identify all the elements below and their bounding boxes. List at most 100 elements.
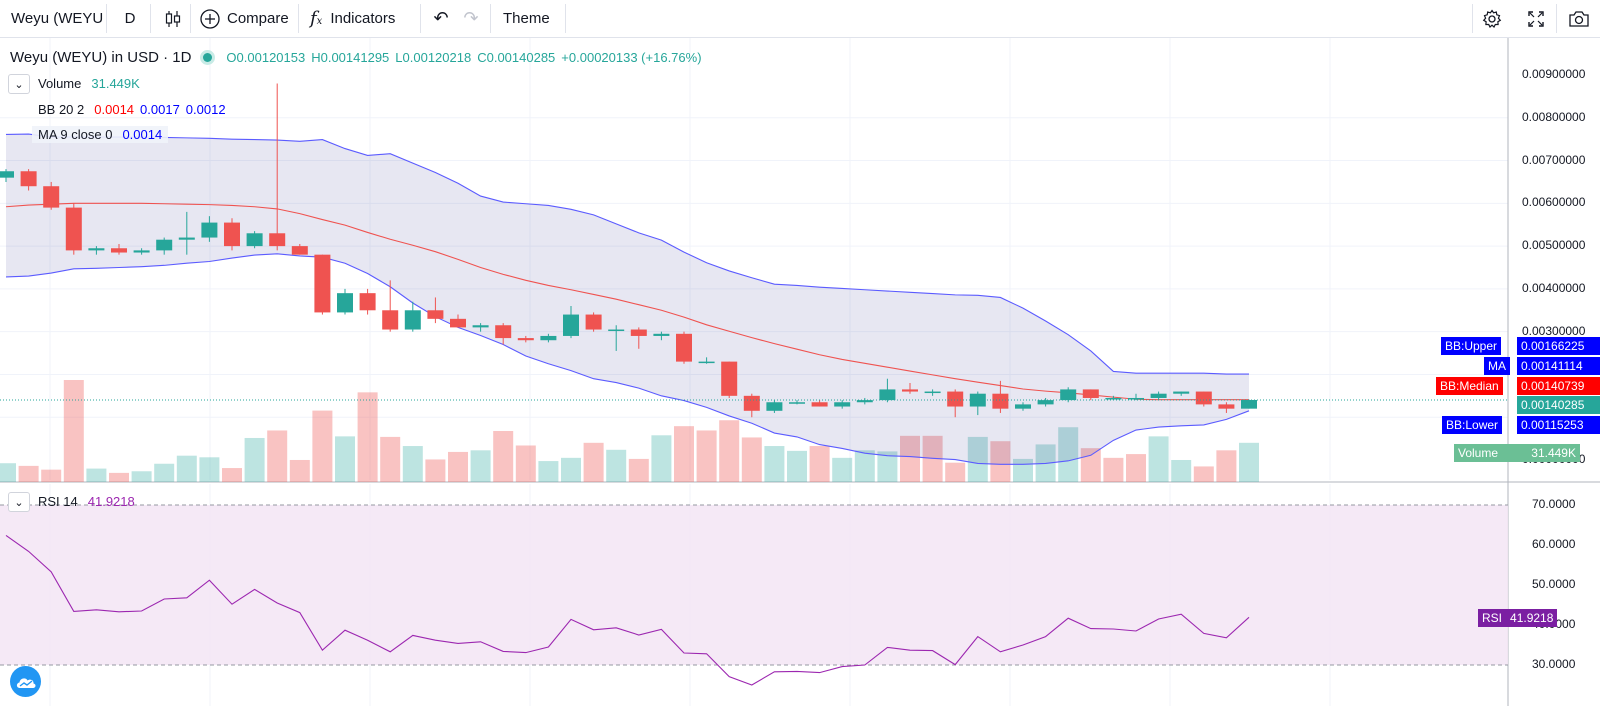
fullscreen-icon	[1528, 10, 1544, 27]
volume-bar	[1193, 466, 1214, 482]
candle-body	[495, 325, 512, 339]
candle-body	[992, 393, 1009, 409]
price-chart[interactable]	[0, 38, 1600, 706]
volume-bar	[945, 462, 966, 482]
compare-label: Compare	[227, 10, 289, 27]
rsi-legend: RSI 14 41.9218	[38, 494, 135, 509]
indicators-button[interactable]: fx Indicators	[310, 0, 420, 37]
ma-legend: MA 9 close 0 0.0014	[32, 126, 169, 143]
rsi-line	[5, 534, 1250, 686]
volume-bar	[131, 471, 152, 482]
interval-button[interactable]: D	[118, 0, 142, 37]
ohlc-open: O0.00120153	[226, 50, 306, 65]
candle-body	[1218, 404, 1235, 409]
settings-button[interactable]	[1480, 0, 1504, 37]
volume-bar	[1103, 457, 1124, 482]
toolbar-divider	[298, 4, 299, 33]
price-tick-label: 0.00900000	[1522, 67, 1586, 81]
ma-legend-label: MA 9 close 0	[38, 127, 113, 142]
cloud-icon	[16, 677, 36, 688]
rsi-legend-label: RSI 14	[38, 494, 78, 509]
ma-tag: MA	[1484, 357, 1510, 375]
screenshot-button[interactable]	[1566, 0, 1592, 37]
bb-fill	[6, 134, 1249, 465]
volume-bar	[561, 457, 581, 482]
candle-body	[947, 391, 964, 407]
candle-body	[540, 335, 557, 341]
symbol-name: Weyu (WEYU	[11, 10, 104, 27]
add-circle-icon	[200, 8, 220, 29]
candle-body	[337, 293, 353, 313]
candle-body	[201, 222, 218, 238]
toolbar-divider	[1472, 4, 1473, 33]
candle-body	[563, 314, 579, 336]
compare-button[interactable]: Compare	[199, 0, 294, 37]
ma-price-tag: 0.00141114	[1517, 357, 1600, 375]
price-tick-label: 0.00600000	[1522, 195, 1586, 210]
toolbar-divider	[565, 4, 566, 33]
candle-body	[20, 171, 37, 187]
chevron-down-icon: ⌄	[14, 78, 24, 91]
candle-body	[246, 233, 263, 247]
theme-button[interactable]: Theme	[503, 0, 563, 37]
collapse-rsi-legend-button[interactable]: ⌄	[8, 492, 30, 512]
candle-body	[1037, 400, 1054, 405]
fullscreen-button[interactable]	[1524, 0, 1548, 37]
bb-lower-value: 0.0012	[185, 102, 226, 117]
volume-bar	[606, 449, 627, 482]
candle-body	[630, 329, 647, 336]
toolbar-divider	[150, 4, 151, 33]
bb-legend: BB 20 2 0.0014 0.0017 0.0012	[38, 102, 226, 117]
volume-tag-value: 31.449K	[1531, 446, 1576, 460]
volume-bar	[244, 437, 265, 482]
legend-title: Weyu (WEYU) in USD · 1D	[10, 49, 192, 66]
volume-bar	[787, 450, 807, 482]
volume-bar	[1148, 436, 1169, 482]
volume-bar	[357, 392, 378, 482]
bb-legend-label: BB 20 2	[38, 102, 85, 117]
candle-body	[834, 402, 851, 407]
volume-legend: Volume 31.449K	[38, 76, 140, 91]
candles-icon	[165, 10, 181, 27]
undo-icon: ↶	[433, 8, 449, 28]
candle-body	[1105, 397, 1122, 400]
symbol-search-button[interactable]: Weyu (WEYU	[0, 0, 115, 37]
undo-button[interactable]: ↶	[430, 0, 452, 37]
rsi-tag: RSI 41.9218	[1478, 609, 1558, 627]
volume-bar	[674, 426, 694, 482]
chart-type-button[interactable]	[160, 0, 186, 37]
redo-button[interactable]: ↷	[460, 0, 482, 37]
chevron-down-icon: ⌄	[14, 496, 24, 509]
candle-body	[789, 402, 805, 404]
function-icon: fx	[310, 8, 323, 29]
bb-upper-price-tag: 0.00166225	[1517, 337, 1600, 355]
volume-bar	[222, 468, 242, 482]
bb-median-tag: BB:Median	[1436, 377, 1503, 395]
volume-bar	[1058, 427, 1079, 482]
tradingview-logo[interactable]	[10, 666, 41, 697]
volume-legend-value: 31.449K	[91, 76, 140, 91]
toolbar-divider	[490, 4, 491, 33]
candle-body	[156, 239, 173, 251]
volume-bar	[583, 442, 604, 482]
volume-bar	[651, 435, 672, 482]
price-tick-label: 0.00700000	[1522, 152, 1586, 167]
volume-bar	[0, 463, 16, 482]
volume-bar	[109, 472, 129, 482]
collapse-legend-button[interactable]: ⌄	[8, 74, 30, 94]
candle-body	[450, 318, 466, 328]
candle-body	[856, 400, 873, 403]
volume-bar	[832, 457, 853, 482]
bb-upper-value: 0.0017	[140, 102, 180, 117]
volume-bar	[1126, 454, 1146, 482]
price-tick-label: 0.00400000	[1522, 280, 1586, 295]
volume-bar	[86, 468, 107, 482]
bb-lower-line	[5, 253, 1250, 465]
volume-bar	[515, 445, 536, 482]
bb-lower-tag: BB:Lower	[1442, 416, 1503, 434]
candle-body	[902, 389, 918, 392]
volume-bar	[696, 430, 717, 482]
toolbar-divider	[420, 4, 421, 33]
candle-body	[1060, 389, 1077, 401]
price-tick-label: 0.00300000	[1522, 323, 1586, 338]
